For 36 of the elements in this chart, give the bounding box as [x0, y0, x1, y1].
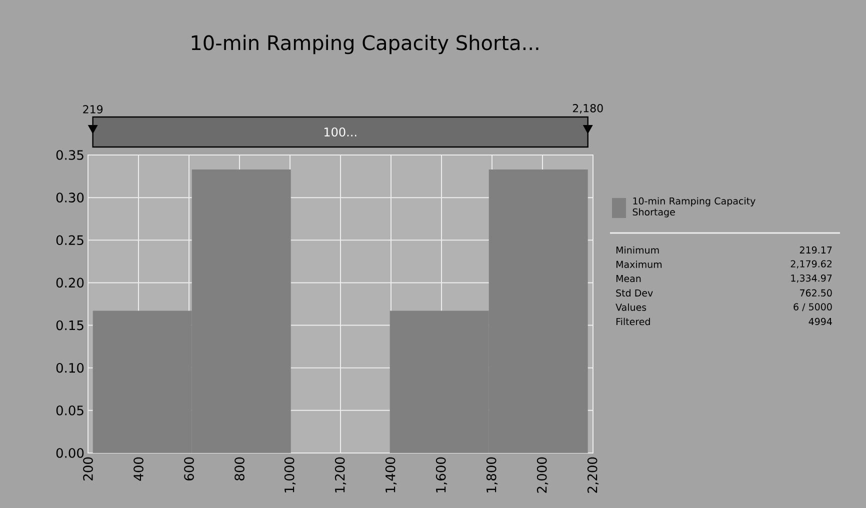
text: 1,334.97 — [791, 274, 832, 283]
x-tick-label: 1,200 — [334, 457, 346, 492]
text: Maximum — [616, 260, 662, 268]
text: Std Dev — [616, 289, 653, 297]
text: 762.50 — [800, 289, 832, 296]
x-tick-label: 200 — [83, 457, 93, 480]
text: 6 / 5000 — [794, 303, 832, 312]
text: 2,179.62 — [790, 260, 832, 268]
x-tick-label: 600 — [184, 457, 194, 480]
text: 219.17 — [800, 246, 832, 254]
chart-title: 10-min Ramping Capacity Shorta... — [192, 34, 538, 54]
text: 2,180 — [572, 104, 603, 114]
x-tick-label: 400 — [134, 457, 144, 481]
x-tick-label: 800 — [234, 457, 244, 480]
text: Minimum — [616, 246, 659, 254]
x-tick-label: 1,000 — [284, 457, 296, 492]
x-tick-label: 2,000 — [536, 457, 548, 493]
y-tick-label: 0.15 — [56, 320, 84, 330]
y-tick-label: 0.20 — [56, 278, 84, 288]
y-tick-label: 0.10 — [56, 362, 84, 373]
x-tick-label: 1,800 — [486, 457, 498, 492]
text: Mean — [616, 275, 641, 282]
x-tick-label: 1,600 — [436, 457, 448, 492]
x-tick-label: 1,400 — [385, 457, 397, 492]
text: Values — [616, 304, 646, 311]
text: 100... — [324, 127, 356, 137]
text: 4994 — [808, 318, 832, 326]
y-tick-label: 0.30 — [56, 192, 84, 202]
text: 219 — [83, 105, 103, 114]
text: Filtered — [616, 318, 650, 326]
x-tick-label: 2,200 — [587, 457, 599, 493]
y-tick-label: 0.35 — [56, 150, 84, 160]
y-tick-label: 0.00 — [56, 448, 84, 458]
y-tick-label: 0.05 — [56, 406, 84, 416]
y-tick-label: 0.25 — [56, 235, 84, 246]
legend-label: 10-min Ramping Capacity Shortage — [632, 197, 756, 218]
